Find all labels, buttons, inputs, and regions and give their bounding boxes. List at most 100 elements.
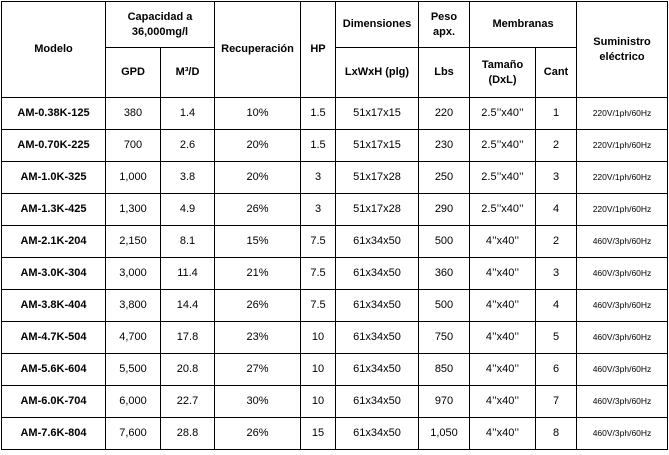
table-row: AM-0.70K-225 700 2.6 20% 1.5 51x17x15 230 2.5’’… [1, 129, 669, 162]
cell-gpd: 6,000 [105, 385, 161, 418]
cell-modelo: AM-3.8K-404 [1, 289, 106, 322]
cell-tamano: 4’’x40’’ [469, 225, 536, 258]
cell-recuperacion: 20% [214, 161, 301, 194]
cell-hp: 3 [300, 193, 336, 226]
cell-modelo: AM-0.70K-225 [1, 129, 106, 162]
cell-lbs: 500 [418, 289, 470, 322]
cell-gpd: 700 [105, 129, 161, 162]
cell-cant: 8 [534, 417, 578, 450]
table-row: AM-2.1K-204 2,150 8.1 15% 7.5 61x34x50 500 4’’x… [1, 225, 669, 258]
cell-dimensiones: 61x34x50 [335, 225, 419, 258]
cell-lbs: 290 [418, 193, 470, 226]
cell-suministro: 460V/3ph/60Hz [576, 289, 669, 322]
cell-modelo: AM-7.6K-804 [1, 417, 106, 450]
cell-recuperacion: 23% [214, 321, 301, 354]
cell-m3d: 3.8 [160, 161, 215, 194]
cell-tamano: 2.5’’x40’’ [469, 129, 536, 162]
cell-tamano: 4’’x40’’ [469, 417, 536, 450]
cell-lbs: 750 [418, 321, 470, 354]
cell-recuperacion: 26% [214, 289, 301, 322]
cell-lbs: 1,050 [418, 417, 470, 450]
cell-hp: 7.5 [300, 225, 336, 258]
cell-dimensiones: 51x17x15 [335, 97, 419, 130]
cell-suministro: 220V/1ph/60Hz [576, 97, 669, 130]
cell-m3d: 1.4 [160, 97, 215, 130]
cell-m3d: 4.9 [160, 193, 215, 226]
header-row-bottom: GPD M³/D LxWxH (plg) Lbs Tamaño (DxL) Ca… [2, 47, 668, 98]
cell-dimensiones: 61x34x50 [335, 321, 419, 354]
cell-suministro: 220V/1ph/60Hz [576, 193, 669, 226]
cell-modelo: AM-2.1K-204 [1, 225, 106, 258]
cell-cant: 6 [534, 353, 578, 386]
header-row-top: Modelo Capacidad a 36,000mg/l Recuperaci… [1, 1, 669, 98]
cell-lbs: 500 [418, 225, 470, 258]
cell-recuperacion: 20% [214, 129, 301, 162]
header-tamano: Tamaño (DxL) [469, 47, 536, 98]
cell-modelo: AM-0.38K-125 [1, 97, 106, 130]
cell-cant: 7 [534, 385, 578, 418]
header-peso: Peso apx. [418, 1, 470, 48]
cell-lbs: 250 [418, 161, 470, 194]
cell-dimensiones: 61x34x50 [335, 385, 419, 418]
cell-tamano: 4’’x40’’ [469, 257, 536, 290]
cell-suministro: 460V/3ph/60Hz [576, 257, 669, 290]
cell-gpd: 3,000 [105, 257, 161, 290]
cell-cant: 1 [534, 97, 578, 130]
cell-suministro: 460V/3ph/60Hz [576, 225, 669, 258]
cell-gpd: 4,700 [105, 321, 161, 354]
cell-gpd: 5,500 [105, 353, 161, 386]
cell-gpd: 1,300 [105, 193, 161, 226]
cell-dimensiones: 51x17x15 [335, 129, 419, 162]
cell-modelo: AM-1.0K-325 [1, 161, 106, 194]
cell-recuperacion: 27% [214, 353, 301, 386]
cell-tamano: 4’’x40’’ [469, 385, 536, 418]
cell-gpd: 2,150 [105, 225, 161, 258]
cell-dimensiones: 61x34x50 [335, 353, 419, 386]
cell-hp: 10 [300, 321, 336, 354]
cell-tamano: 2.5’’x40’’ [469, 161, 536, 194]
header-m3d: M³/D [160, 47, 215, 98]
header-capacidad: Capacidad a 36,000mg/l [105, 1, 215, 48]
table-row: AM-4.7K-504 4,700 17.8 23% 10 61x34x50 750 4’’x… [1, 321, 669, 354]
cell-cant: 5 [534, 321, 578, 354]
cell-suministro: 460V/3ph/60Hz [576, 385, 669, 418]
cell-recuperacion: 15% [214, 225, 301, 258]
cell-dimensiones: 61x34x50 [335, 289, 419, 322]
cell-recuperacion: 10% [214, 97, 301, 130]
cell-gpd: 380 [105, 97, 161, 130]
header-lxwxh: LxWxH (plg) [335, 47, 419, 98]
cell-dimensiones: 51x17x28 [335, 161, 419, 194]
table-row: AM-3.0K-304 3,000 11.4 21% 7.5 61x34x50 360 4’’… [1, 257, 669, 290]
header-suministro: Suministro eléctrico [576, 1, 669, 98]
cell-cant: 3 [534, 161, 578, 194]
cell-m3d: 2.6 [160, 129, 215, 162]
cell-gpd: 3,800 [105, 289, 161, 322]
cell-cant: 4 [534, 193, 578, 226]
cell-tamano: 4’’x40’’ [469, 353, 536, 386]
table-row: AM-1.0K-325 1,000 3.8 20% 3 51x17x28 250 2.5’’x… [1, 161, 669, 194]
header-dimensiones: Dimensiones [335, 1, 419, 48]
header-recuperacion: Recuperación [214, 1, 301, 98]
cell-modelo: AM-5.6K-604 [1, 353, 106, 386]
cell-tamano: 4’’x40’’ [469, 289, 536, 322]
table-row: AM-5.6K-604 5,500 20.8 27% 10 61x34x50 850 4’’x… [1, 353, 669, 386]
cell-lbs: 850 [418, 353, 470, 386]
cell-dimensiones: 51x17x28 [335, 193, 419, 226]
cell-m3d: 11.4 [160, 257, 215, 290]
table-row: AM-7.6K-804 7,600 28.8 26% 15 61x34x50 1,050 4’… [1, 417, 669, 450]
cell-cant: 2 [534, 225, 578, 258]
cell-cant: 4 [534, 289, 578, 322]
header-modelo: Modelo [1, 1, 106, 98]
cell-recuperacion: 30% [214, 385, 301, 418]
cell-lbs: 970 [418, 385, 470, 418]
cell-gpd: 7,600 [105, 417, 161, 450]
table-row: AM-1.3K-425 1,300 4.9 26% 3 51x17x28 290 2.5’’x… [1, 193, 669, 226]
header-gpd: GPD [105, 47, 161, 98]
cell-suministro: 220V/1ph/60Hz [576, 161, 669, 194]
cell-m3d: 17.8 [160, 321, 215, 354]
cell-hp: 7.5 [300, 289, 336, 322]
header-hp: HP [300, 1, 336, 98]
cell-m3d: 14.4 [160, 289, 215, 322]
cell-hp: 15 [300, 417, 336, 450]
